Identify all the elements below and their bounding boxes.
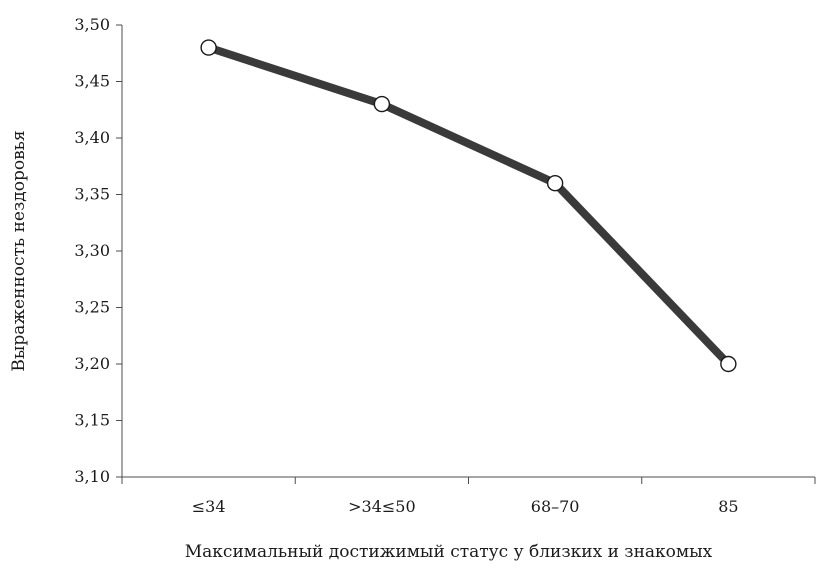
y-ticks: 3,10 3,15 3,20 3,25 3,30 3,35 3,40 3,45 3,50: [74, 15, 122, 486]
y-tick-label: 3,25: [74, 298, 110, 317]
data-point: [200, 39, 217, 56]
series-line: [204, 43, 733, 368]
x-axis-title: Максимальный достижимый статус у близких…: [185, 542, 713, 562]
y-tick-label: 3,35: [74, 185, 110, 204]
x-tick-label: ≤34: [192, 497, 226, 516]
y-tick-label: 3,10: [74, 467, 110, 486]
data-point: [546, 174, 564, 192]
axes: [121, 25, 815, 478]
x-tick-label: 85: [718, 497, 738, 516]
y-tick-label: 3,20: [74, 354, 110, 373]
y-axis-title: Выраженность нездоровья: [9, 130, 29, 371]
data-point: [720, 355, 737, 373]
data-point: [373, 95, 391, 113]
x-tick-label: 68–70: [531, 497, 580, 516]
y-tick-label: 3,40: [74, 128, 110, 147]
x-tick-label: >34≤50: [348, 497, 416, 516]
x-ticks: ≤34 >34≤50 68–70 85: [121, 477, 816, 516]
y-tick-label: 3,15: [74, 411, 110, 430]
series: [200, 39, 737, 373]
y-tick-label: 3,50: [74, 15, 110, 34]
y-tick-label: 3,30: [74, 241, 110, 260]
y-tick-label: 3,45: [74, 72, 110, 91]
